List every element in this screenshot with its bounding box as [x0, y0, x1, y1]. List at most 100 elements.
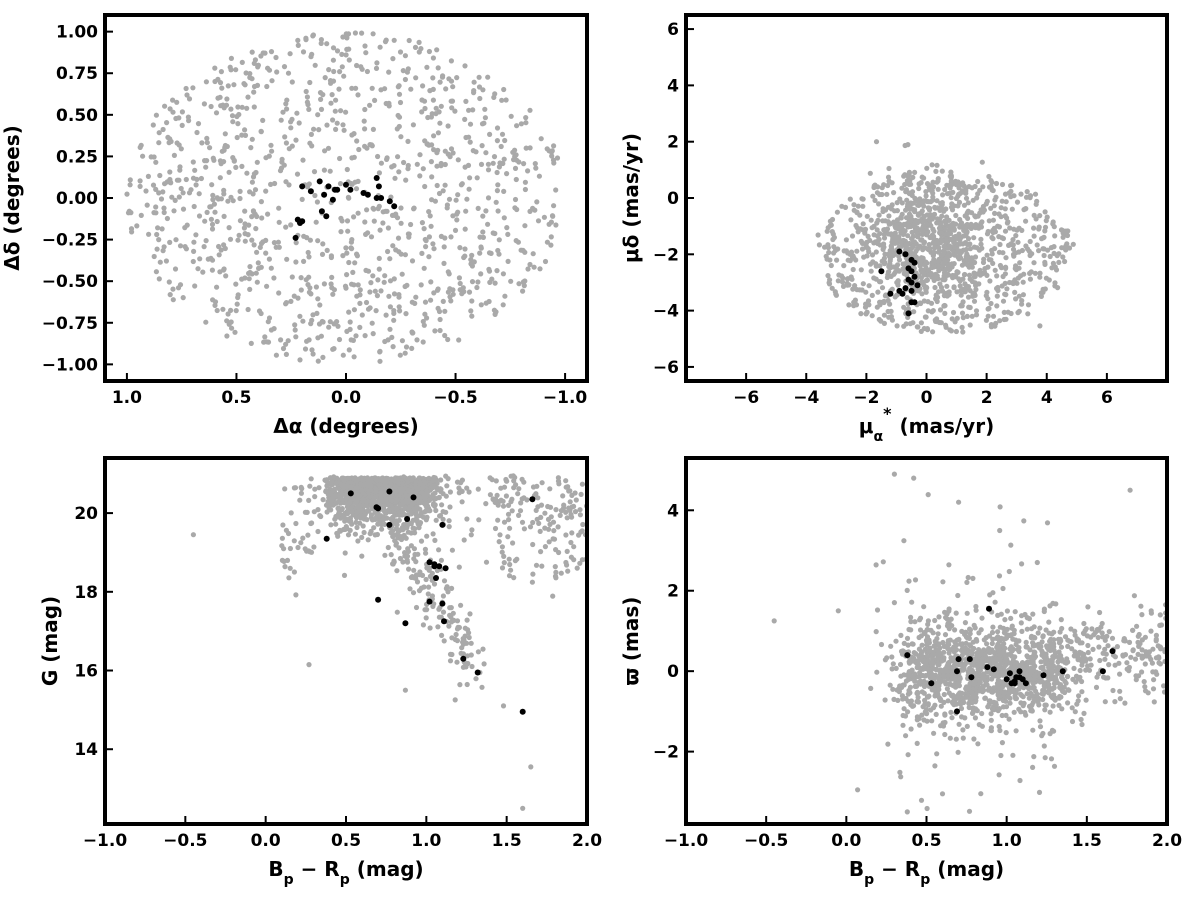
field-star-point: [324, 247, 330, 253]
field-star-point: [351, 282, 357, 288]
field-star-point: [473, 676, 479, 682]
field-star-point: [1003, 698, 1009, 704]
field-star-point: [858, 238, 864, 244]
field-star-point: [202, 218, 208, 224]
field-star-point: [1079, 721, 1085, 728]
field-star-point: [926, 242, 932, 248]
field-star-point: [448, 98, 454, 104]
field-star-point: [191, 239, 197, 245]
field-star-point: [312, 486, 318, 492]
background-stars: [124, 30, 561, 364]
field-star-point: [516, 159, 522, 165]
field-star-point: [893, 665, 899, 672]
field-star-point: [973, 286, 979, 293]
field-star-point: [1019, 613, 1025, 619]
field-star-point: [330, 117, 336, 123]
field-star-point: [938, 320, 944, 326]
field-star-point: [160, 248, 166, 254]
field-star-point: [924, 212, 930, 218]
field-star-point: [580, 521, 586, 528]
field-star-point: [915, 324, 921, 330]
field-star-point: [952, 676, 958, 682]
field-star-point: [886, 264, 892, 270]
field-star-point: [942, 310, 948, 316]
field-star-point: [467, 611, 473, 617]
field-star-point: [307, 483, 313, 489]
field-star-point: [924, 221, 930, 227]
field-star-point: [930, 194, 936, 200]
field-star-point: [998, 205, 1004, 211]
field-star-point: [1002, 617, 1008, 623]
field-star-point: [569, 530, 575, 536]
field-star-point: [468, 308, 474, 314]
field-star-point: [422, 480, 428, 486]
field-star-point: [499, 131, 506, 137]
field-star-point: [428, 159, 434, 165]
field-star-point: [913, 651, 919, 657]
field-star-point: [487, 131, 493, 137]
field-star-point: [886, 213, 892, 219]
field-star-point: [306, 497, 312, 503]
field-star-point: [346, 259, 352, 266]
field-star-point: [839, 273, 845, 279]
field-star-point: [891, 696, 897, 703]
field-star-point: [165, 134, 171, 140]
field-star-point: [157, 259, 163, 265]
field-star-point: [944, 182, 950, 188]
field-star-point: [919, 642, 925, 648]
field-star-point: [993, 635, 1000, 642]
field-star-point: [466, 634, 472, 641]
field-star-point: [962, 715, 968, 721]
field-star-point: [231, 82, 237, 88]
field-star-point: [203, 238, 209, 244]
field-star-point: [349, 85, 355, 91]
field-star-point: [452, 108, 458, 114]
field-star-point: [437, 513, 444, 519]
field-star-point: [1008, 188, 1014, 194]
field-star-point: [1032, 270, 1038, 276]
field-star-point: [429, 570, 435, 576]
field-star-point: [435, 147, 441, 153]
field-star-point: [971, 736, 977, 742]
field-star-point: [288, 510, 294, 516]
field-star-point: [318, 37, 324, 43]
field-star-point: [307, 549, 313, 555]
field-star-point: [162, 103, 168, 109]
field-star-point: [1008, 183, 1014, 189]
field-star-point: [913, 241, 919, 247]
field-star-point: [453, 631, 459, 638]
field-star-point: [301, 233, 307, 239]
field-star-point: [350, 496, 356, 502]
field-star-point: [405, 529, 411, 535]
field-star-point: [1016, 645, 1022, 651]
field-star-point: [216, 252, 222, 258]
field-star-point: [354, 524, 360, 531]
field-star-point: [378, 490, 384, 496]
field-star-point: [994, 285, 1000, 292]
field-star-point: [254, 249, 260, 255]
field-star-point: [500, 302, 506, 308]
field-star-point: [360, 523, 366, 529]
x-axis-label: Bp − Rp (mag): [268, 857, 423, 888]
field-star-point: [343, 31, 349, 37]
field-star-point: [478, 244, 484, 250]
field-star-point: [340, 122, 346, 128]
field-star-point: [956, 276, 962, 282]
field-star-point: [928, 187, 934, 193]
field-star-point: [328, 254, 334, 261]
field-star-point: [208, 216, 214, 222]
field-star-point: [332, 108, 338, 114]
field-star-point: [283, 300, 289, 306]
field-star-point: [380, 517, 386, 523]
field-star-point: [209, 221, 216, 227]
field-star-point: [851, 202, 857, 208]
field-star-point: [340, 513, 346, 520]
field-star-point: [1003, 255, 1009, 261]
field-star-point: [405, 166, 411, 172]
field-star-point: [956, 185, 962, 191]
field-star-point: [415, 551, 421, 557]
field-star-point: [234, 301, 240, 307]
field-star-point: [919, 208, 925, 214]
field-star-point: [397, 99, 404, 106]
field-star-point: [209, 226, 216, 232]
